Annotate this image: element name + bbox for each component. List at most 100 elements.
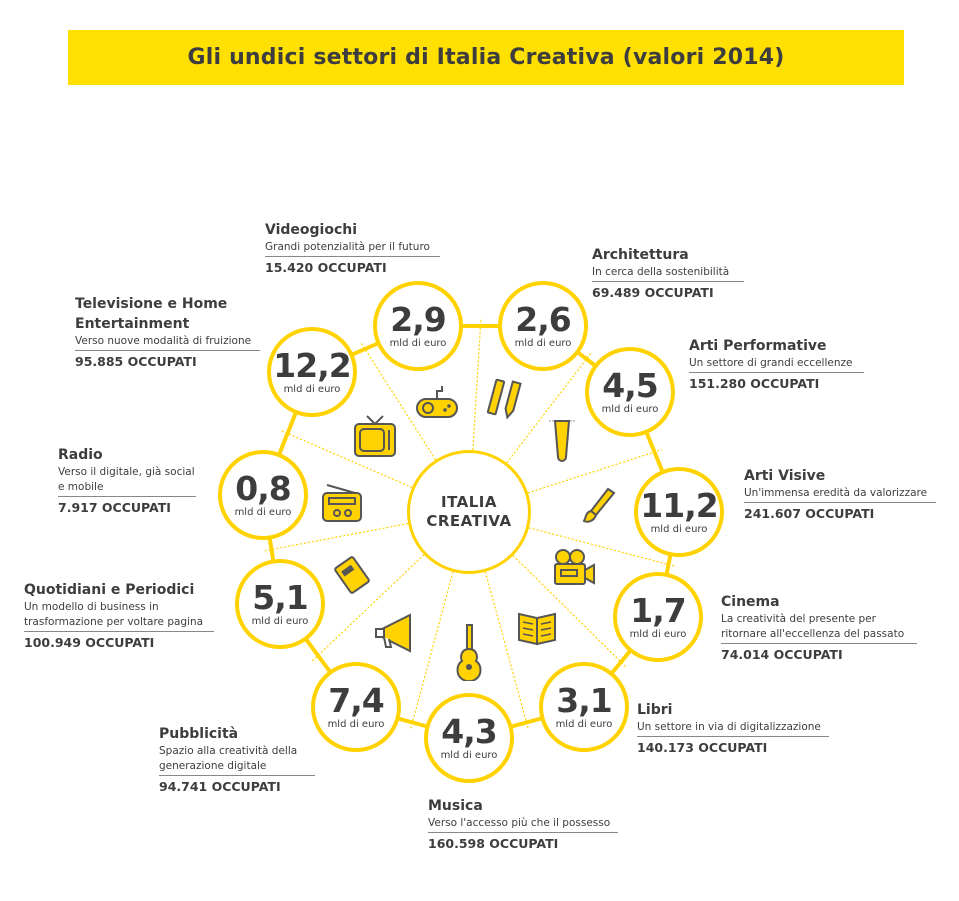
sector-value: 12,2: [273, 346, 351, 385]
sector-subtitle: Verso l'accesso più che il possesso: [428, 816, 618, 833]
sector-label-radio: Radio Verso il digitale, già social e mob…: [58, 445, 196, 519]
sector-employed: 140.173 OCCUPATI: [637, 740, 768, 755]
sector-employed: 7.917 OCCUPATI: [58, 500, 171, 515]
center-circle: ITALIA CREATIVA: [407, 450, 531, 574]
tv-icon: [353, 414, 397, 476]
sector-employed: 15.420 OCCUPATI: [265, 260, 387, 275]
sector-unit: mld di euro: [327, 719, 385, 730]
ballet-shoe-icon: [545, 418, 589, 480]
sector-name: Musica: [428, 798, 483, 814]
dotted-divider: [263, 522, 409, 552]
value-bubble-radio: 0,8 mld di euro: [218, 450, 308, 540]
sector-subtitle: Verso nuove modalità di fruizione: [75, 334, 260, 351]
sector-employed: 69.489 OCCUPATI: [592, 285, 714, 300]
dotted-divider: [472, 317, 482, 451]
sector-name: Libri: [637, 702, 673, 718]
sector-employed: 94.741 OCCUPATI: [159, 779, 281, 794]
book-icon: [516, 606, 560, 668]
sector-name: Cinema: [721, 594, 780, 610]
gamepad-icon: [415, 383, 459, 445]
value-bubble-arti-visive: 11,2 mld di euro: [634, 467, 724, 557]
sector-subtitle: Grandi potenzialità per il futuro: [265, 240, 440, 257]
sector-subtitle: Verso il digitale, già social e mobile: [58, 465, 196, 497]
sector-value: 3,1: [556, 681, 612, 720]
sector-value: 2,6: [515, 300, 571, 339]
sector-value: 5,1: [252, 578, 308, 617]
dotted-divider: [506, 352, 592, 464]
megaphone-icon: [374, 611, 418, 673]
sector-value: 11,2: [640, 486, 718, 525]
value-bubble-televisione-e-home-entertainment: 12,2 mld di euro: [267, 327, 357, 417]
value-bubble-cinema: 1,7 mld di euro: [613, 572, 703, 662]
sector-employed: 241.607 OCCUPATI: [744, 506, 875, 521]
sector-label-quotidiani-e-periodici: Quotidiani e Periodici Un modello di busi…: [24, 580, 214, 654]
guitar-icon: [447, 623, 491, 685]
sector-label-musica: Musica Verso l'accesso più che il possess…: [428, 796, 618, 855]
sector-value: 1,7: [630, 591, 686, 630]
sector-value: 7,4: [328, 681, 384, 720]
ruler-pencil-icon: [486, 376, 530, 438]
sector-name: Radio: [58, 447, 103, 463]
sector-label-architettura: Architettura In cerca della sostenibilità…: [592, 245, 744, 304]
sector-name: Arti Performative: [689, 338, 827, 354]
newspaper-icon: [331, 556, 375, 618]
sector-name: Videogiochi: [265, 222, 358, 238]
sector-unit: mld di euro: [389, 338, 447, 349]
value-bubble-videogiochi: 2,9 mld di euro: [373, 281, 463, 371]
sector-subtitle: Un modello di business in trasformazione…: [24, 600, 214, 632]
sector-subtitle: La creatività del presente per ritornare…: [721, 612, 917, 644]
sector-label-libri: Libri Un settore in via di digitalizzazio…: [637, 700, 829, 759]
sector-name: Architettura: [592, 247, 689, 263]
title-bar: Gli undici settori di Italia Creativa (v…: [68, 30, 904, 85]
sector-label-cinema: Cinema La creatività del presente per rit…: [721, 592, 917, 666]
sector-value: 4,3: [441, 712, 497, 751]
value-bubble-architettura: 2,6 mld di euro: [498, 281, 588, 371]
sector-unit: mld di euro: [629, 629, 687, 640]
sector-subtitle: Un settore in via di digitalizzazione: [637, 720, 829, 737]
center-line1: ITALIA: [440, 493, 497, 511]
sector-value: 4,5: [602, 366, 658, 405]
sector-unit: mld di euro: [650, 524, 708, 535]
sector-employed: 95.885 OCCUPATI: [75, 354, 197, 369]
sector-unit: mld di euro: [514, 338, 572, 349]
sector-name: Televisione e Home Entertainment: [75, 296, 228, 332]
sector-value: 0,8: [235, 469, 291, 508]
sector-label-pubblicit: Pubblicità Spazio alla creatività della g…: [159, 724, 315, 798]
value-bubble-arti-performative: 4,5 mld di euro: [585, 347, 675, 437]
page-title: Gli undici settori di Italia Creativa (v…: [187, 45, 785, 70]
dotted-divider: [484, 571, 530, 731]
dotted-divider: [527, 448, 663, 494]
value-bubble-quotidiani-e-periodici: 5,1 mld di euro: [235, 559, 325, 649]
sector-value: 2,9: [390, 300, 446, 339]
sector-label-arti-visive: Arti Visive Un'immensa eredità da valoriz…: [744, 466, 936, 525]
sector-unit: mld di euro: [251, 616, 309, 627]
sector-label-videogiochi: Videogiochi Grandi potenzialità per il fu…: [265, 220, 440, 279]
sector-subtitle: In cerca della sostenibilità: [592, 265, 744, 282]
center-line2: CREATIVA: [426, 512, 512, 530]
sector-name: Arti Visive: [744, 468, 826, 484]
sector-employed: 151.280 OCCUPATI: [689, 376, 820, 391]
sector-name: Quotidiani e Periodici: [24, 582, 195, 598]
sector-unit: mld di euro: [555, 719, 613, 730]
sector-employed: 74.014 OCCUPATI: [721, 647, 843, 662]
dotted-divider: [311, 554, 425, 662]
value-bubble-musica: 4,3 mld di euro: [424, 693, 514, 783]
sector-employed: 160.598 OCCUPATI: [428, 836, 559, 851]
sector-subtitle: Spazio alla creatività della generazione…: [159, 744, 315, 776]
dotted-divider: [409, 571, 454, 731]
sector-subtitle: Un'immensa eredità da valorizzare: [744, 486, 936, 503]
sector-name: Pubblicità: [159, 726, 239, 742]
sector-label-televisione-e-home-entertainment: Televisione e Home Entertainment Verso nu…: [75, 294, 260, 373]
radio-icon: [321, 483, 365, 545]
dotted-divider: [512, 555, 628, 669]
sector-employed: 100.949 OCCUPATI: [24, 635, 155, 650]
sector-unit: mld di euro: [283, 384, 341, 395]
movie-camera-icon: [553, 548, 597, 610]
value-bubble-libri: 3,1 mld di euro: [539, 662, 629, 752]
value-bubble-pubblicit: 7,4 mld di euro: [311, 662, 401, 752]
sector-unit: mld di euro: [601, 404, 659, 415]
sector-label-arti-performative: Arti Performative Un settore di grandi ec…: [689, 336, 864, 395]
sector-subtitle: Un settore di grandi eccellenze: [689, 356, 864, 373]
sector-unit: mld di euro: [234, 507, 292, 518]
dotted-divider: [528, 527, 677, 568]
